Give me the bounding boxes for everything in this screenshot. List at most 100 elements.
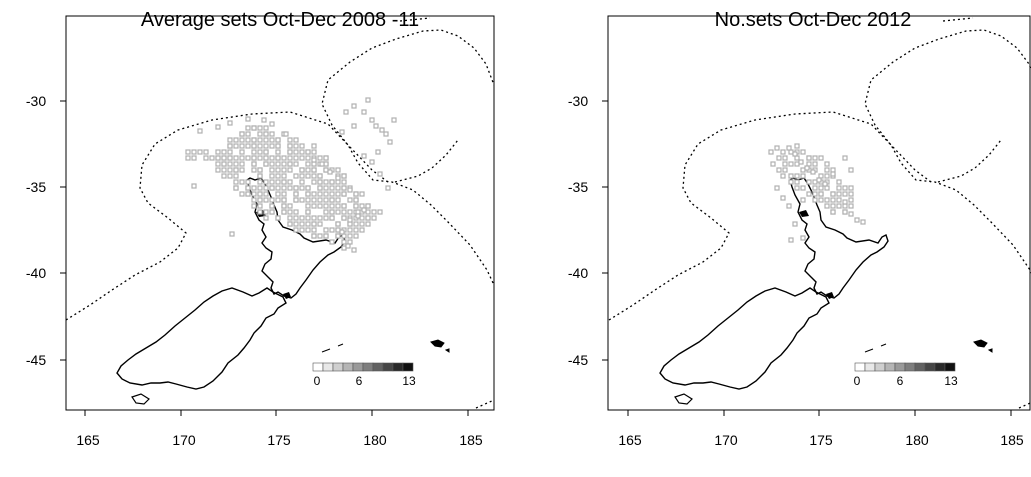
set-cell	[776, 155, 782, 161]
set-cell	[229, 231, 235, 237]
set-cell	[257, 167, 263, 173]
set-cell	[239, 131, 245, 137]
set-cell	[824, 197, 830, 203]
set-cell	[215, 161, 221, 167]
set-cell	[854, 217, 860, 223]
set-cell	[329, 197, 335, 203]
set-cell	[848, 167, 854, 173]
set-cell	[329, 209, 335, 215]
set-cell	[794, 173, 800, 179]
set-cell	[317, 221, 323, 227]
set-cell	[299, 215, 305, 221]
set-cell	[191, 155, 197, 161]
set-cell	[263, 209, 269, 215]
set-cell	[275, 149, 281, 155]
legend-swatch	[312, 362, 324, 372]
set-cell	[299, 155, 305, 161]
set-cell	[341, 179, 347, 185]
set-cell	[233, 167, 239, 173]
set-cell	[365, 215, 371, 221]
set-cell	[287, 215, 293, 221]
set-cell	[293, 215, 299, 221]
set-cell	[818, 191, 824, 197]
x-tick-label: 170	[172, 432, 196, 448]
set-cell	[227, 120, 233, 126]
set-cell	[317, 173, 323, 179]
set-cell	[251, 167, 257, 173]
set-cell	[293, 173, 299, 179]
set-cell	[335, 179, 341, 185]
set-cell	[329, 227, 335, 233]
set-cell	[305, 173, 311, 179]
set-cells-left	[185, 97, 397, 253]
set-cell	[848, 211, 854, 217]
set-cell	[317, 197, 323, 203]
set-cell	[269, 131, 275, 137]
set-cell	[782, 155, 788, 161]
set-cell	[293, 143, 299, 149]
set-cell	[351, 247, 357, 253]
set-cell	[239, 137, 245, 143]
set-cell	[269, 161, 275, 167]
set-cell	[215, 124, 221, 130]
set-cell	[812, 197, 818, 203]
set-cell	[299, 149, 305, 155]
set-cell	[339, 229, 345, 235]
set-cell	[293, 155, 299, 161]
set-cell	[299, 143, 305, 149]
set-cell	[233, 185, 239, 191]
set-cell	[347, 239, 353, 245]
set-cell	[347, 187, 353, 193]
set-cell	[239, 143, 245, 149]
set-cell	[365, 203, 371, 209]
set-cell	[347, 217, 353, 223]
set-cell	[311, 191, 317, 197]
color-legend-right: 0 6 13	[854, 362, 958, 388]
set-cell	[269, 167, 275, 173]
set-cell	[335, 191, 341, 197]
set-cell	[339, 129, 345, 135]
set-cell	[806, 161, 812, 167]
set-cell	[209, 155, 215, 161]
set-cell	[341, 173, 347, 179]
set-cell	[233, 161, 239, 167]
set-cell	[263, 155, 269, 161]
set-cell	[251, 143, 257, 149]
plot-frame-left	[65, 15, 495, 411]
set-cell	[185, 149, 191, 155]
set-cell	[257, 173, 263, 179]
set-cell	[806, 179, 812, 185]
set-cell	[794, 155, 800, 161]
set-cell	[816, 177, 822, 183]
set-cell	[311, 179, 317, 185]
set-cell	[359, 221, 365, 227]
set-cell	[221, 167, 227, 173]
set-cell	[768, 149, 774, 155]
legend-swatch	[352, 362, 364, 372]
set-cell	[830, 209, 836, 215]
set-cell	[293, 227, 299, 233]
set-cell	[275, 197, 281, 203]
set-cell	[263, 149, 269, 155]
set-cell	[305, 209, 311, 215]
map-right: No.sets Oct-Dec 2012 -30 -35 -40 -45	[568, 9, 1031, 448]
set-cell	[341, 239, 347, 245]
set-cell	[311, 221, 317, 227]
set-cell	[245, 143, 251, 149]
set-cell	[327, 169, 333, 175]
set-cell	[257, 137, 263, 143]
set-cell	[353, 227, 359, 233]
set-cell	[341, 191, 347, 197]
set-cells-right	[768, 143, 866, 243]
set-cell	[293, 137, 299, 143]
set-cell	[387, 139, 393, 145]
set-cell	[251, 149, 257, 155]
set-cell	[824, 167, 830, 173]
set-cell	[221, 161, 227, 167]
set-cell	[257, 191, 263, 197]
set-cell	[287, 137, 293, 143]
set-cell	[305, 161, 311, 167]
set-cell	[323, 215, 329, 221]
set-cell	[329, 203, 335, 209]
set-cell	[818, 197, 824, 203]
